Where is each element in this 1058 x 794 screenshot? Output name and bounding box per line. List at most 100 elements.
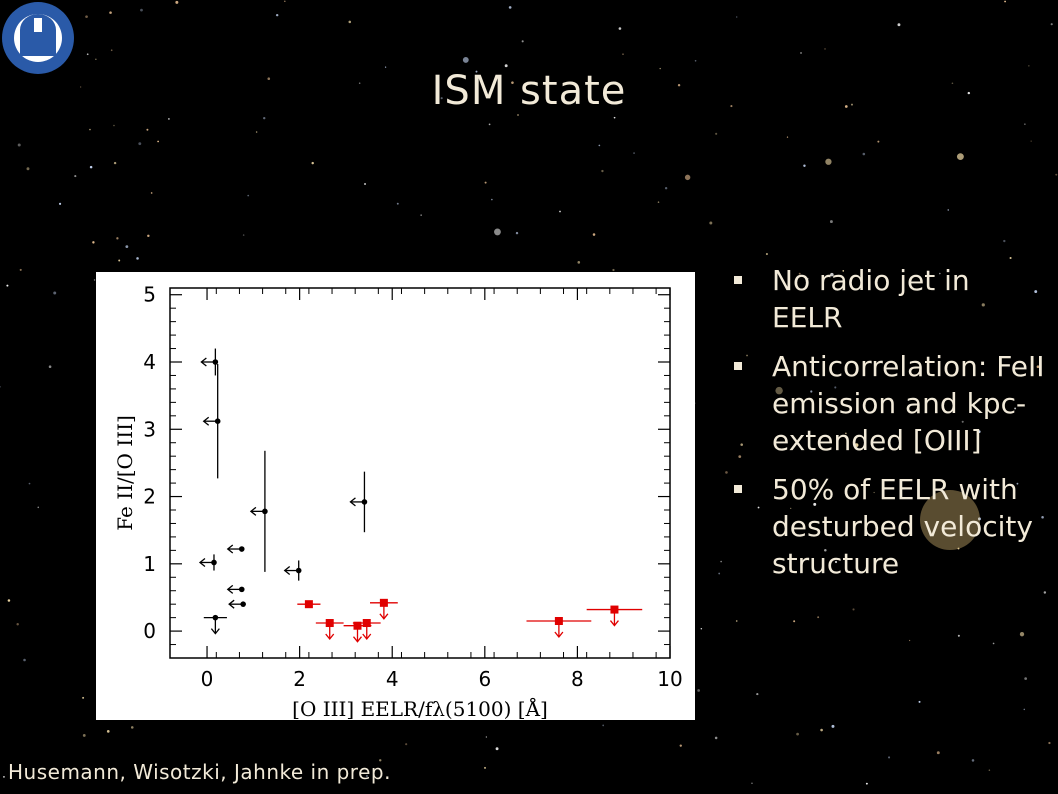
star (384, 66, 387, 68)
star (854, 443, 859, 447)
star (26, 167, 30, 171)
star (831, 724, 835, 728)
data-point (362, 619, 371, 628)
star (877, 140, 880, 143)
star (800, 52, 802, 54)
star (918, 700, 921, 703)
star (1004, 0, 1006, 3)
star (790, 507, 792, 510)
x-tick-label: 0 (201, 667, 214, 691)
star (694, 59, 697, 62)
star (106, 730, 110, 733)
x-upper-limit-arrow (226, 544, 234, 554)
bullet-item: 50% of EELR with desturbed velocity stru… (728, 471, 1048, 582)
x-tick-label: 4 (386, 667, 399, 691)
star (247, 194, 250, 197)
star (7, 599, 11, 602)
star (951, 82, 954, 85)
data-point (554, 617, 563, 625)
star (786, 136, 789, 138)
star (798, 272, 801, 275)
y-tick-label: 2 (143, 485, 156, 509)
y-upper-limit-arrow (609, 620, 619, 627)
y-tick-label: 0 (143, 619, 156, 643)
star (19, 268, 22, 271)
star (909, 639, 911, 642)
star (74, 175, 77, 178)
x-upper-limit-arrow (228, 599, 235, 609)
star (865, 782, 868, 785)
star (852, 608, 855, 611)
star (116, 237, 119, 240)
star (961, 420, 964, 423)
data-point (304, 600, 313, 609)
star (559, 210, 561, 213)
star (714, 736, 718, 740)
star (23, 658, 26, 662)
star (715, 132, 718, 135)
star (118, 259, 121, 262)
star (820, 728, 823, 732)
star (897, 23, 901, 27)
star (765, 252, 768, 256)
star (1009, 256, 1012, 260)
star (136, 257, 139, 260)
star (977, 430, 981, 434)
star (807, 277, 809, 280)
bullet-marker-icon (734, 276, 742, 284)
star (920, 490, 980, 550)
star (618, 27, 622, 30)
x-upper-limit-arrow (249, 506, 257, 516)
x-upper-limit-arrow (198, 557, 206, 567)
x-tick-label: 10 (657, 667, 682, 691)
star (168, 118, 170, 120)
star (267, 77, 271, 80)
y-tick-label: 1 (143, 552, 156, 576)
credit-line: Husemann, Wisotzki, Jahnke in prep. (8, 760, 391, 784)
star (48, 365, 52, 369)
star (824, 48, 826, 50)
data-point (262, 508, 268, 515)
star (664, 187, 668, 190)
star (718, 572, 721, 575)
data-point (212, 614, 219, 621)
star (988, 769, 991, 771)
data-point (214, 418, 221, 424)
star (110, 49, 113, 52)
y-upper-limit-arrow (379, 613, 389, 620)
star (834, 560, 838, 564)
star (657, 201, 660, 203)
star (829, 220, 833, 223)
x-upper-limit-arrow (226, 584, 234, 594)
y-tick-label: 5 (143, 283, 156, 307)
institute-logo (2, 2, 74, 74)
star (725, 471, 728, 474)
star (242, 234, 245, 236)
star (1028, 65, 1030, 67)
data-point (238, 586, 245, 593)
star (95, 58, 97, 60)
star (92, 241, 95, 244)
star (379, 759, 382, 762)
star (146, 128, 149, 131)
star (28, 482, 31, 485)
x-axis-label: [O III] EELR/fλ(5100) [Å] (292, 696, 548, 720)
star (1024, 123, 1026, 125)
bullet-marker-icon (734, 362, 742, 370)
bullet-marker-icon (734, 485, 742, 493)
star (0, 386, 1, 388)
star (138, 142, 142, 146)
y-upper-limit-arrow (210, 628, 220, 635)
star (405, 743, 408, 746)
star (113, 161, 117, 165)
star (830, 272, 834, 277)
star (1050, 23, 1053, 26)
star (1055, 173, 1058, 176)
star (817, 616, 820, 619)
star (113, 124, 115, 127)
star (735, 620, 738, 622)
star (348, 20, 352, 24)
star (947, 209, 949, 211)
